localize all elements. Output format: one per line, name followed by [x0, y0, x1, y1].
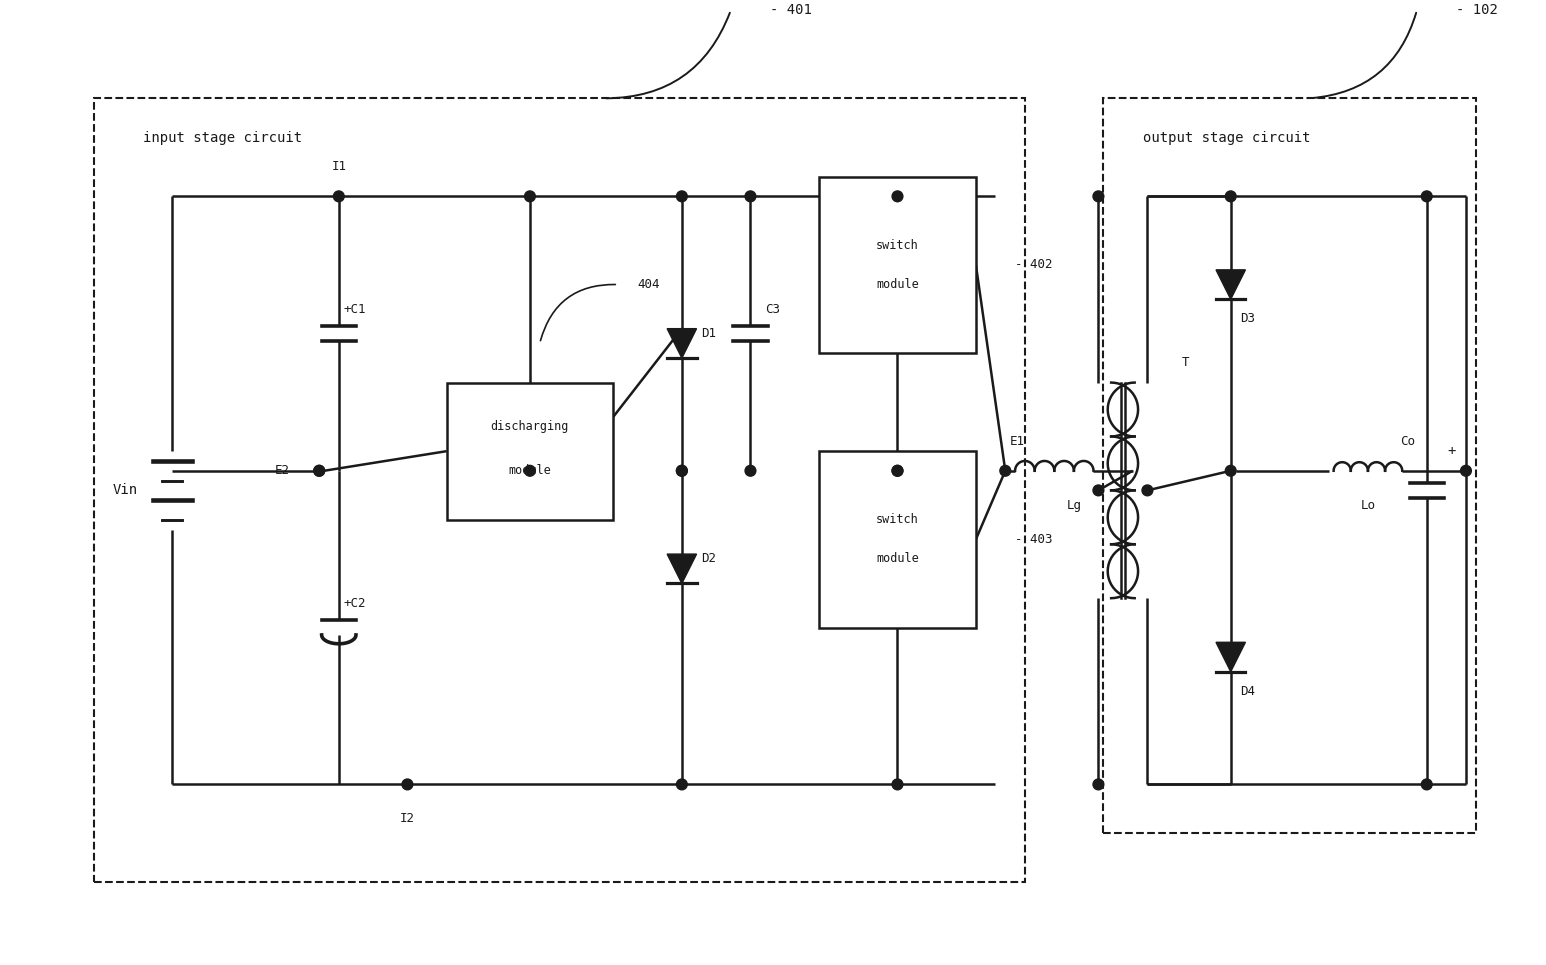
Text: discharging: discharging — [490, 420, 569, 433]
Text: D1: D1 — [702, 327, 716, 340]
Circle shape — [677, 465, 688, 476]
Circle shape — [524, 191, 535, 202]
Text: D3: D3 — [1240, 313, 1255, 325]
Polygon shape — [1217, 643, 1246, 672]
Circle shape — [892, 779, 903, 789]
Circle shape — [1093, 485, 1104, 496]
Circle shape — [524, 465, 535, 476]
Circle shape — [892, 465, 903, 476]
Text: E1: E1 — [1010, 435, 1025, 448]
Circle shape — [402, 779, 413, 789]
Text: +C1: +C1 — [343, 303, 366, 316]
Circle shape — [1226, 465, 1237, 476]
Bar — [819, 177, 976, 353]
Circle shape — [1421, 779, 1432, 789]
Text: C3: C3 — [765, 303, 781, 316]
Circle shape — [1093, 779, 1104, 789]
Polygon shape — [1217, 270, 1246, 299]
Text: - 403: - 403 — [1016, 533, 1053, 546]
Text: 404: 404 — [638, 278, 660, 291]
Circle shape — [677, 191, 688, 202]
Text: T: T — [1181, 356, 1189, 370]
Bar — [447, 382, 614, 520]
Text: switch: switch — [877, 239, 918, 252]
Text: module: module — [877, 553, 918, 565]
Text: D4: D4 — [1240, 685, 1255, 698]
Text: Lo: Lo — [1360, 499, 1376, 511]
Text: switch: switch — [877, 513, 918, 526]
Text: E2: E2 — [275, 464, 289, 478]
Text: - 102: - 102 — [1456, 3, 1498, 17]
Circle shape — [314, 465, 325, 476]
Text: module: module — [509, 464, 552, 478]
Polygon shape — [668, 554, 697, 584]
Text: - 402: - 402 — [1016, 259, 1053, 271]
Text: D2: D2 — [702, 553, 716, 565]
Text: Co: Co — [1399, 435, 1415, 448]
Polygon shape — [668, 329, 697, 358]
Text: I2: I2 — [400, 813, 414, 825]
Circle shape — [1226, 191, 1237, 202]
Text: +C2: +C2 — [343, 596, 366, 610]
Bar — [1104, 98, 1476, 834]
Circle shape — [1421, 191, 1432, 202]
Circle shape — [745, 191, 756, 202]
Circle shape — [334, 191, 345, 202]
Circle shape — [892, 465, 903, 476]
Text: Lg: Lg — [1067, 499, 1081, 511]
Circle shape — [1000, 465, 1011, 476]
Text: module: module — [877, 278, 918, 291]
Circle shape — [745, 465, 756, 476]
Circle shape — [1142, 485, 1153, 496]
Text: output stage circuit: output stage circuit — [1142, 130, 1309, 145]
Circle shape — [1461, 465, 1472, 476]
Text: - 401: - 401 — [770, 3, 812, 17]
Text: +: + — [1447, 444, 1455, 458]
Circle shape — [892, 191, 903, 202]
Text: Vin: Vin — [113, 483, 138, 497]
Circle shape — [677, 465, 688, 476]
Text: input stage circuit: input stage circuit — [142, 130, 301, 145]
Bar — [819, 452, 976, 627]
Circle shape — [314, 465, 325, 476]
Circle shape — [677, 779, 688, 789]
Circle shape — [1093, 191, 1104, 202]
Bar — [94, 98, 1025, 882]
Text: I1: I1 — [331, 160, 346, 174]
